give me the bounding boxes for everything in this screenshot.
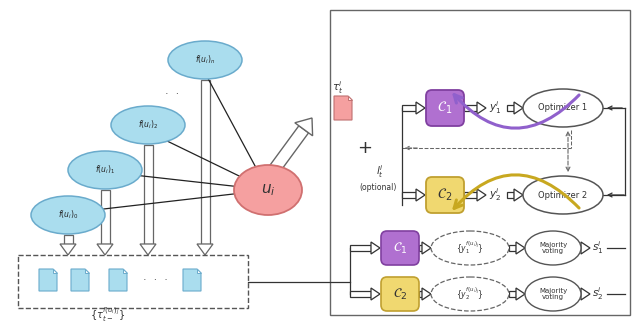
Text: Majority
voting: Majority voting [539,288,567,300]
Text: $u_i$: $u_i$ [260,182,275,198]
Polygon shape [416,189,425,201]
Polygon shape [143,145,152,244]
Ellipse shape [168,41,242,79]
Polygon shape [350,291,371,297]
Text: Majority
voting: Majority voting [539,241,567,255]
Text: $f(u_i)_1$: $f(u_i)_1$ [95,164,115,176]
Polygon shape [197,244,213,255]
Polygon shape [53,269,57,273]
Text: $\{y_1^{f(u_i)_j}\}$: $\{y_1^{f(u_i)_j}\}$ [456,239,484,256]
Polygon shape [140,244,156,255]
Text: $\mathcal{C}_2$: $\mathcal{C}_2$ [393,286,407,301]
Polygon shape [371,288,380,300]
Polygon shape [350,245,371,251]
Polygon shape [402,105,416,111]
FancyBboxPatch shape [426,177,464,213]
Polygon shape [100,190,109,244]
Polygon shape [85,269,89,273]
FancyArrowPatch shape [454,95,579,128]
Polygon shape [464,105,477,111]
Polygon shape [509,291,516,297]
Polygon shape [60,244,76,255]
Polygon shape [402,192,416,198]
Text: $\{y_2^{f(u_i)_j}\}$: $\{y_2^{f(u_i)_j}\}$ [456,286,484,302]
Polygon shape [419,291,422,297]
Polygon shape [477,102,486,114]
Polygon shape [348,96,352,100]
Polygon shape [514,102,523,114]
Text: ·  ·: · · [165,89,179,99]
Polygon shape [507,192,514,198]
Polygon shape [514,189,523,201]
Text: $f(u_i)_0$: $f(u_i)_0$ [58,209,78,221]
FancyBboxPatch shape [381,277,419,311]
Text: $\mathcal{C}_1$: $\mathcal{C}_1$ [393,240,407,256]
Text: Optimizer 1: Optimizer 1 [538,103,588,112]
Polygon shape [97,244,113,255]
Ellipse shape [431,277,509,311]
FancyBboxPatch shape [381,231,419,265]
Text: $y_2^i$: $y_2^i$ [489,187,501,204]
Polygon shape [416,102,425,114]
Polygon shape [464,192,477,198]
Polygon shape [263,126,308,182]
Ellipse shape [525,277,581,311]
Polygon shape [71,269,89,291]
Text: $f(u_i)_n$: $f(u_i)_n$ [195,54,215,66]
Polygon shape [123,269,127,273]
Polygon shape [581,288,590,300]
Text: $s_2^i$: $s_2^i$ [593,286,604,302]
Polygon shape [516,242,525,254]
Text: Optimizer 2: Optimizer 2 [538,190,588,199]
Text: (optional): (optional) [359,184,397,193]
FancyBboxPatch shape [426,90,464,126]
Ellipse shape [523,176,603,214]
Polygon shape [422,242,431,254]
Polygon shape [581,242,590,254]
Ellipse shape [525,231,581,265]
Text: $\{\tau_{t-}^{f(u_i)_j}\}$: $\{\tau_{t-}^{f(u_i)_j}\}$ [90,306,125,321]
Ellipse shape [68,151,142,189]
Ellipse shape [31,196,105,234]
Polygon shape [197,269,201,273]
Text: $y_1^i$: $y_1^i$ [489,100,501,117]
Text: $f(u_i)_2$: $f(u_i)_2$ [138,119,158,131]
Polygon shape [183,269,201,291]
Polygon shape [295,118,312,136]
Text: $s_1^i$: $s_1^i$ [592,239,604,256]
Bar [18,255,248,308]
Bar [330,10,630,315]
Polygon shape [516,288,525,300]
Polygon shape [109,269,127,291]
FancyArrowPatch shape [454,175,579,208]
Polygon shape [477,189,486,201]
Polygon shape [509,245,516,251]
Ellipse shape [431,231,509,265]
Polygon shape [39,269,57,291]
Polygon shape [63,235,72,244]
Polygon shape [419,245,422,251]
Text: ·  ·  ·: · · · [143,275,168,285]
Ellipse shape [111,106,185,144]
Polygon shape [334,96,352,120]
Ellipse shape [523,89,603,127]
Polygon shape [200,80,209,244]
Text: $+$: $+$ [357,139,372,157]
Text: $\mathcal{C}_2$: $\mathcal{C}_2$ [437,187,452,203]
Polygon shape [507,105,514,111]
Polygon shape [422,288,431,300]
Polygon shape [371,242,380,254]
Text: $l_t^i$: $l_t^i$ [376,164,384,180]
Text: $\mathcal{C}_1$: $\mathcal{C}_1$ [437,100,452,116]
Text: $\tau_t^i$: $\tau_t^i$ [332,80,344,96]
Ellipse shape [234,165,302,215]
